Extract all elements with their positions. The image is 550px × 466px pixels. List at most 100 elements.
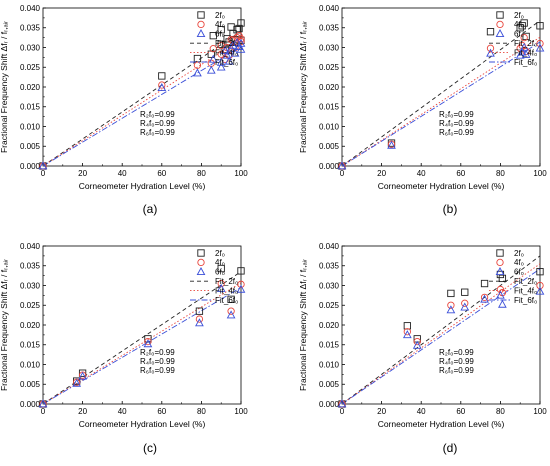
data-point-6f0 <box>519 42 529 51</box>
data-point-2f0 <box>536 268 544 276</box>
x-tick-label: 60 <box>157 169 166 178</box>
legend-marker-triangle <box>196 267 206 276</box>
legend-marker-square <box>197 11 205 19</box>
x-tick-label: 20 <box>377 407 386 416</box>
chart-panel-b: 0.000 0.005 0.010 0.015 0.020 0.025 0.030 0.035… <box>298 4 547 216</box>
legend-label: 4f₀ <box>514 258 524 267</box>
chart-panel-c: 0.000 0.005 0.010 0.015 0.020 0.025 0.030 0.035… <box>0 242 248 455</box>
data-point-6f0 <box>193 68 202 77</box>
data-point-2f0 <box>227 23 235 31</box>
x-tick-label: 100 <box>234 407 248 416</box>
plot-frame <box>341 245 541 405</box>
legend-marker-triangle <box>196 29 206 38</box>
legend-marker-triangle <box>495 29 505 38</box>
data-point-6f0 <box>157 83 167 92</box>
plot-frame <box>341 7 541 167</box>
legend-label: Fit_6f₀ <box>215 296 238 305</box>
x-tick-label: 100 <box>234 169 248 178</box>
y-tick-label: 0.035 <box>20 24 41 33</box>
panel-label: (d) <box>443 441 458 455</box>
legend-label: 4f₀ <box>215 20 225 29</box>
r-value-label: R₄f₀=0.99 <box>439 119 474 128</box>
data-point-2f0 <box>520 19 528 27</box>
r-value-label: R₆f₀=0.99 <box>439 128 474 137</box>
legend-marker-circle <box>197 258 205 267</box>
legend-label: 4f₀ <box>514 20 524 29</box>
x-tick-label: 20 <box>78 407 87 416</box>
x-tick-label: 40 <box>118 407 127 416</box>
x-tick-label: 40 <box>417 407 426 416</box>
data-point-2f0 <box>447 289 455 298</box>
data-point-6f0 <box>220 45 230 54</box>
data-point-4f0 <box>231 43 239 52</box>
panel-label: (c) <box>143 441 157 455</box>
legend-label: 2f₀ <box>215 249 225 258</box>
y-tick-label: 0.010 <box>20 122 41 131</box>
legend-label: Fit_4f₀ <box>215 48 238 57</box>
data-point-6f0 <box>402 330 412 339</box>
legend-label: 2f₀ <box>215 11 225 20</box>
y-tick-label: 0.020 <box>319 83 340 92</box>
y-tick-label: 0.020 <box>20 321 41 330</box>
data-point-6f0 <box>460 302 470 311</box>
data-point-6f0 <box>486 48 495 57</box>
fit-line-2f0 <box>341 255 541 405</box>
data-point-6f0 <box>222 50 232 59</box>
data-point-6f0 <box>72 378 82 387</box>
y-tick-label: 0.015 <box>20 103 41 112</box>
data-point-6f0 <box>38 161 48 170</box>
x-tick-label: 40 <box>118 169 127 178</box>
data-point-4f0 <box>237 280 245 288</box>
data-point-2f0 <box>209 32 217 40</box>
data-point-2f0 <box>195 307 204 315</box>
y-axis-label: Fractional Frequency Shift Δfᵣ / fᵣ,ₐᵢᵣ <box>0 259 9 391</box>
r-value-label: R₂f₀=0.99 <box>140 348 175 357</box>
y-tick-label: 0.025 <box>319 301 340 310</box>
data-point-6f0 <box>143 339 153 348</box>
legend-label: 6f₀ <box>215 30 225 39</box>
legend-label: Fit_6f₀ <box>514 296 537 305</box>
data-point-4f0 <box>461 299 469 307</box>
y-tick-label: 0.005 <box>20 380 41 389</box>
data-point-6f0 <box>387 140 396 149</box>
data-point-6f0 <box>228 40 238 49</box>
data-point-6f0 <box>517 47 527 56</box>
data-point-6f0 <box>38 399 48 408</box>
legend-label: Fit_4f₀ <box>215 286 238 295</box>
data-point-4f0 <box>237 35 245 43</box>
chart-panel-d: 0.000 0.005 0.010 0.015 0.020 0.025 0.030 0.035… <box>298 242 547 455</box>
y-tick-label: 0.010 <box>319 360 340 369</box>
x-tick-label: 0 <box>340 169 345 178</box>
plot-frame <box>42 245 242 405</box>
x-tick-label: 80 <box>496 407 505 416</box>
data-point-2f0 <box>227 295 235 303</box>
data-point-6f0 <box>337 161 347 170</box>
legend-label: Fit_2f₀ <box>514 39 537 48</box>
x-tick-label: 80 <box>197 407 206 416</box>
data-point-2f0 <box>235 24 243 33</box>
fit-line-4f0 <box>341 36 541 167</box>
y-tick-label: 0.005 <box>319 142 340 151</box>
y-tick-label: 0.030 <box>319 43 340 52</box>
data-point-2f0 <box>403 322 411 330</box>
fit-line-6f0 <box>341 41 541 167</box>
data-point-2f0 <box>486 28 495 36</box>
x-tick-label: 20 <box>78 169 87 178</box>
x-tick-label: 0 <box>41 407 46 416</box>
y-tick-label: 0.010 <box>20 360 41 369</box>
data-point-6f0 <box>226 310 236 319</box>
legend-marker-square <box>496 11 504 19</box>
legend-marker-triangle <box>495 267 505 276</box>
data-point-2f0 <box>516 24 524 32</box>
data-point-4f0 <box>536 281 544 290</box>
data-point-4f0 <box>536 39 544 48</box>
data-point-4f0 <box>486 44 495 52</box>
data-point-4f0 <box>403 328 411 336</box>
x-tick-label: 40 <box>417 169 426 178</box>
r-value-label: R₂f₀=0.99 <box>439 110 474 119</box>
legend-label: 6f₀ <box>514 268 524 277</box>
data-point-6f0 <box>521 49 531 58</box>
y-tick-label: 0.040 <box>319 4 340 13</box>
data-point-4f0 <box>195 315 204 323</box>
data-point-6f0 <box>216 62 226 71</box>
